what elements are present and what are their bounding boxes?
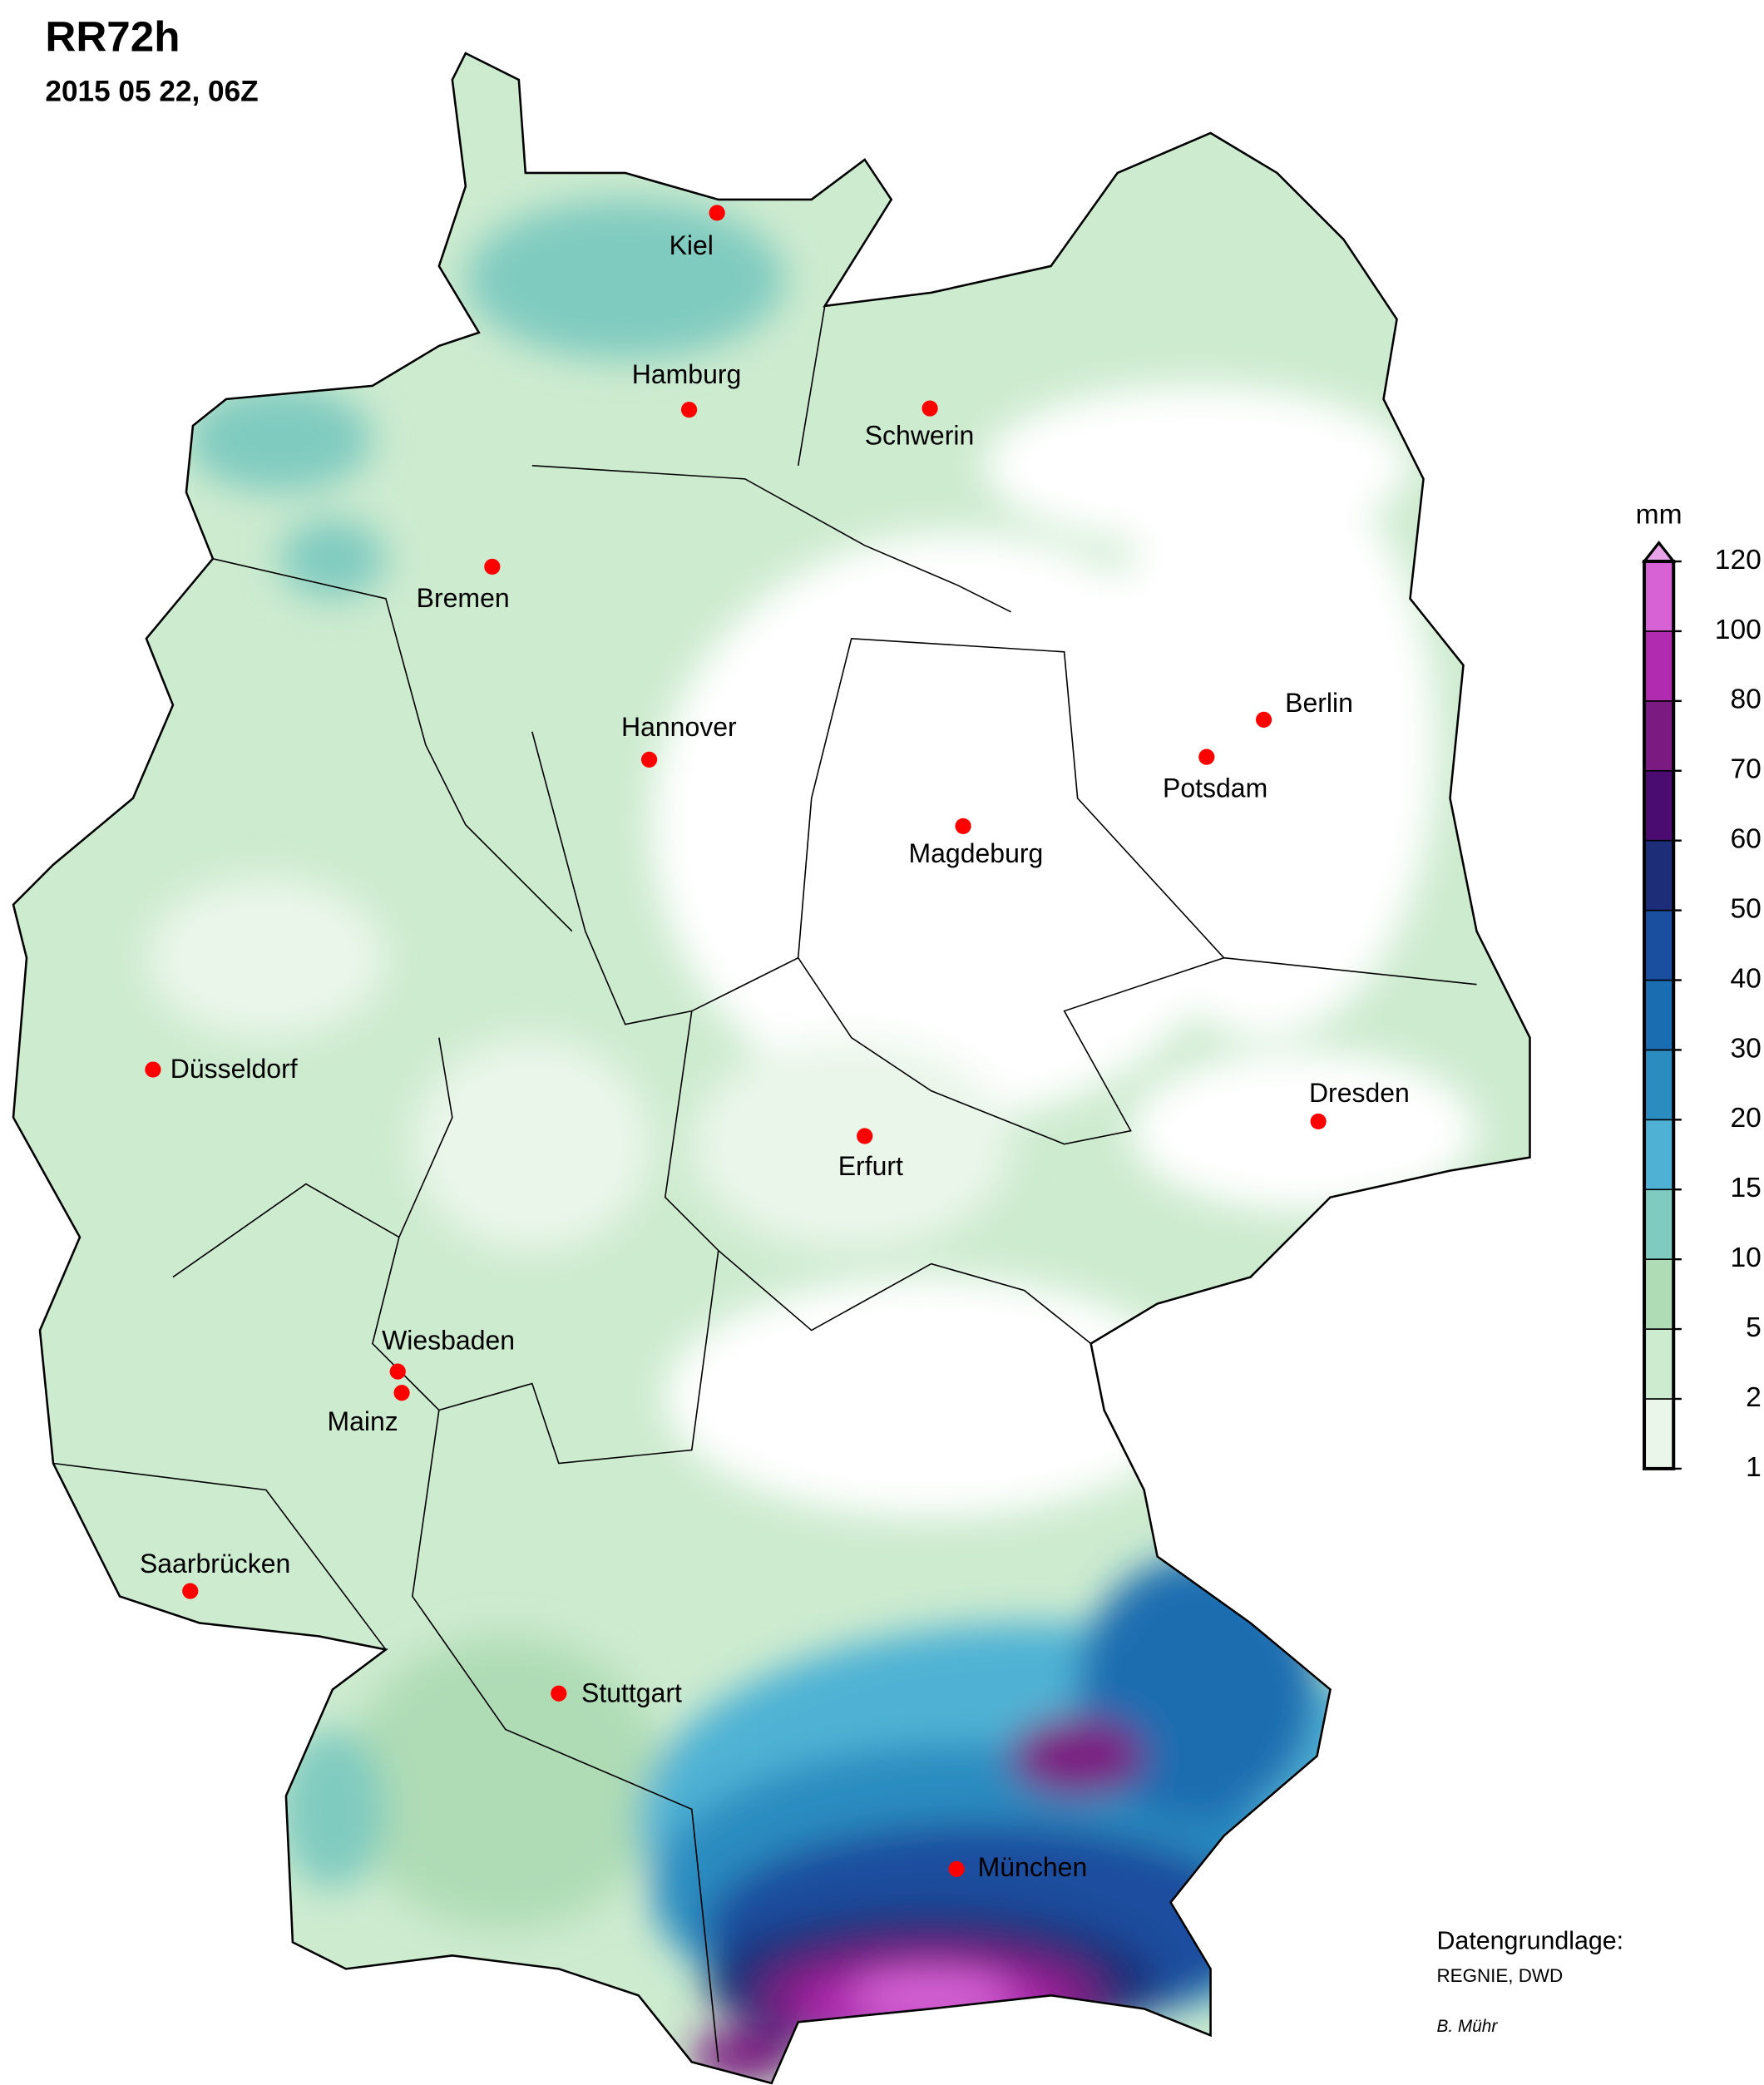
dry-area <box>665 1277 1198 1517</box>
colorbar-label: 120 <box>1715 545 1762 576</box>
city-dot <box>922 400 938 417</box>
colorbar-extend <box>1641 541 1677 563</box>
colorbar-bin <box>1643 1258 1675 1330</box>
state-border <box>531 465 1012 613</box>
city-label: Magdeburg <box>908 838 1043 868</box>
colorbar-bin <box>1643 909 1675 981</box>
wet-area <box>279 1729 386 1890</box>
city-dot <box>948 1860 965 1877</box>
colorbar-bin <box>1643 1119 1675 1191</box>
city-dot <box>955 818 971 834</box>
precip-field <box>146 199 1477 2083</box>
state-border <box>52 1462 387 1650</box>
colorbar-bin <box>1643 630 1675 702</box>
wet-area <box>465 199 785 359</box>
light-area <box>412 1037 652 1251</box>
wet-area <box>1010 1716 1144 1796</box>
city-dot <box>389 1363 406 1380</box>
light-area <box>691 1037 1011 1251</box>
colorbar-bin <box>1643 1188 1675 1260</box>
city-dot <box>1198 749 1215 765</box>
state-border <box>798 956 1477 1145</box>
colorbar-label: 60 <box>1730 824 1761 855</box>
state-border <box>664 1010 1092 1345</box>
colorbar-label: 80 <box>1730 684 1761 715</box>
wet-area <box>345 1636 665 1929</box>
colorbar-label: 40 <box>1730 963 1761 994</box>
light-area <box>146 877 386 1038</box>
colorbar-label: 2 <box>1746 1382 1762 1413</box>
city-dot <box>1255 711 1272 728</box>
city-dot <box>640 751 658 768</box>
city-label: Saarbrücken <box>140 1549 290 1579</box>
colorbar-label: 10 <box>1730 1243 1761 1273</box>
state-border <box>371 1037 719 1465</box>
city-dot <box>551 1685 567 1702</box>
city-dot <box>709 205 725 221</box>
city-label: Hamburg <box>632 359 742 389</box>
state-border <box>172 1183 400 1278</box>
dry-area <box>1090 452 1437 1038</box>
state-border <box>797 305 826 466</box>
colorbar-bin <box>1643 839 1675 912</box>
city-label: Potsdam <box>1163 773 1267 803</box>
colorbar-bin <box>1643 769 1675 842</box>
wet-area <box>691 2028 798 2083</box>
city-label: Wiesbaden <box>382 1325 515 1355</box>
colorbar-bin <box>1643 561 1675 632</box>
colorbar-label: 1 <box>1746 1452 1762 1483</box>
state-border <box>412 1410 719 2063</box>
colorbar-label: 15 <box>1730 1173 1761 1203</box>
country-border <box>12 52 1531 2085</box>
city-dot <box>1310 1113 1327 1130</box>
colorbar-label: 20 <box>1730 1103 1761 1134</box>
colorbar-label: 100 <box>1715 615 1762 645</box>
subtitle: 2015 05 22, 06Z <box>45 75 258 107</box>
colorbar-label: 50 <box>1730 893 1761 924</box>
state-border <box>531 637 1225 1025</box>
colorbar-bin <box>1643 1398 1675 1470</box>
city-dot <box>484 558 501 576</box>
city-label: Hannover <box>621 712 737 742</box>
source-label: Datengrundlage: <box>1437 1926 1624 1954</box>
colorbar-bin <box>1643 979 1675 1051</box>
germany-map <box>12 52 1531 2085</box>
state-border <box>212 558 573 932</box>
city-dot <box>393 1385 410 1401</box>
city-label: Mainz <box>327 1406 398 1436</box>
source: REGNIE, DWD <box>1437 1965 1564 1986</box>
colorbar-label: 70 <box>1730 754 1761 785</box>
dry-area <box>984 385 1411 546</box>
city-dot <box>145 1061 161 1078</box>
city-label: München <box>978 1852 1088 1882</box>
colorbar-frame <box>1643 560 1676 1470</box>
wet-area <box>185 385 373 492</box>
author: B. Mühr <box>1437 2017 1499 2036</box>
city-label: Dresden <box>1309 1078 1410 1108</box>
wet-area <box>279 518 386 599</box>
precip-blobs <box>146 199 1477 2083</box>
title: RR72h <box>45 13 180 61</box>
colorbar-label: 30 <box>1730 1033 1761 1064</box>
city-label: Erfurt <box>838 1151 903 1181</box>
city-dot <box>857 1128 873 1144</box>
colorbar-unit: mm <box>1636 500 1682 531</box>
city-label: Berlin <box>1285 688 1353 718</box>
city-label: Bremen <box>417 583 510 613</box>
city-dot <box>680 402 698 418</box>
dry-area <box>1130 1050 1477 1211</box>
city-dot <box>182 1583 199 1599</box>
colorbar-bin <box>1643 700 1675 772</box>
city-label: Stuttgart <box>581 1677 682 1707</box>
city-label: Schwerin <box>865 421 975 451</box>
city-label: Kiel <box>670 230 714 260</box>
colorbar-bin <box>1643 1049 1675 1121</box>
city-label: Düsseldorf <box>170 1054 298 1084</box>
colorbar-label: 5 <box>1746 1312 1762 1343</box>
colorbar-bin <box>1643 1328 1675 1400</box>
